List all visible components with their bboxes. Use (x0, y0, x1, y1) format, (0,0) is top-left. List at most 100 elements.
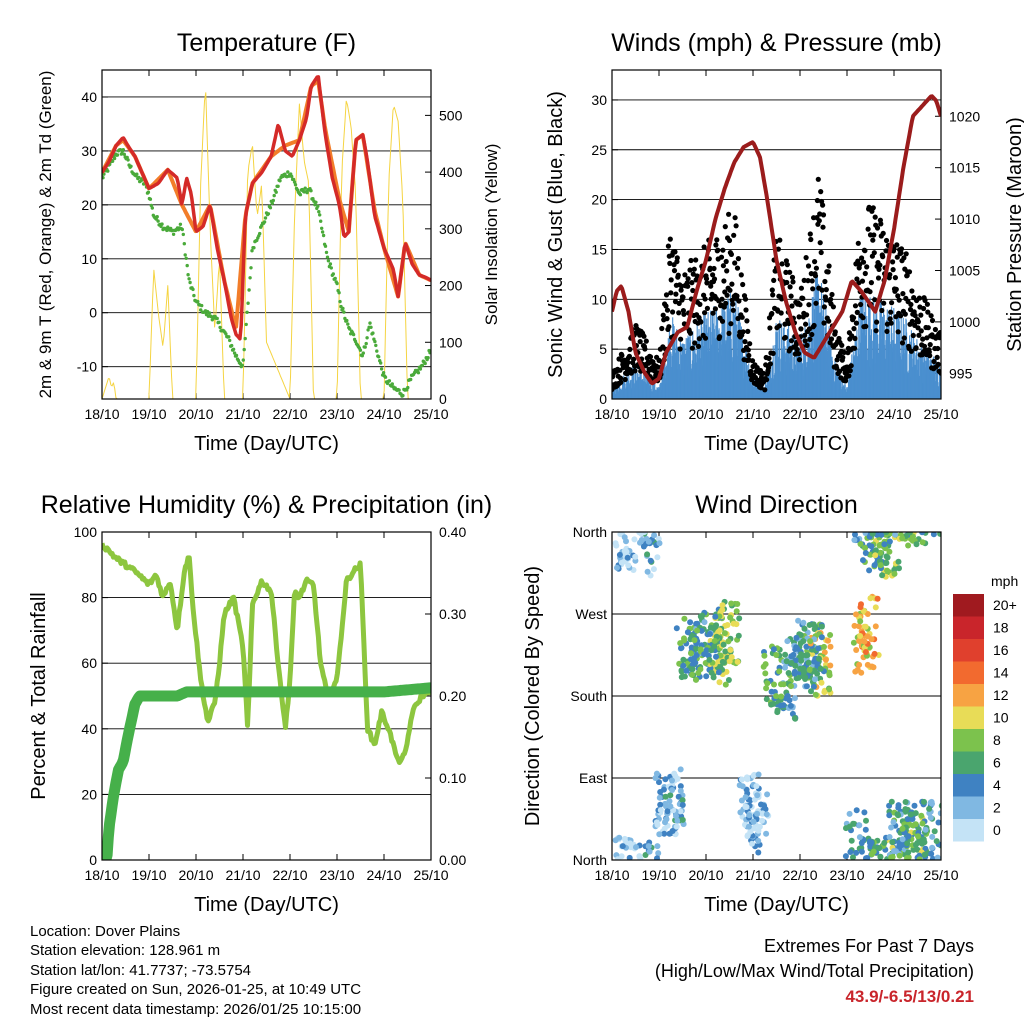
direction-point (795, 617, 802, 624)
plot-area (102, 542, 431, 860)
gust-point (808, 271, 814, 277)
gust-point (924, 301, 931, 307)
x-tick-label: 21/10 (225, 406, 260, 422)
dewpoint-point (243, 336, 247, 341)
wind-direction-panel: Wind DirectionNorthEastSouthWestNorth18/… (522, 491, 959, 916)
dewpoint-point (148, 197, 153, 201)
dewpoint-point (292, 180, 297, 184)
direction-point (913, 541, 920, 548)
y-tick-label: North (573, 524, 607, 540)
gust-point (862, 248, 868, 254)
direction-point (843, 825, 849, 832)
gust-point (668, 277, 674, 283)
gust-point (888, 309, 894, 315)
direction-point (869, 532, 876, 537)
direction-point (881, 839, 888, 846)
gust-point (875, 275, 882, 281)
dewpoint-point (217, 320, 221, 324)
y2-tick-label: 0.20 (439, 688, 466, 704)
gust-point (915, 319, 922, 325)
gust-point (870, 237, 876, 243)
direction-point (850, 854, 856, 860)
gust-point (691, 266, 697, 272)
direction-point (805, 659, 812, 666)
y2-tick-label: 0.00 (439, 852, 466, 868)
gust-point (702, 296, 708, 302)
gust-point (731, 232, 737, 238)
dewpoint-point (325, 255, 330, 259)
dewpoint-point (126, 158, 130, 162)
direction-point (899, 825, 906, 832)
y-tick-label: 15 (591, 241, 607, 257)
direction-point (895, 812, 902, 819)
gust-point (632, 368, 638, 374)
gust-point (775, 246, 782, 252)
dewpoint-point (183, 253, 187, 257)
direction-point (870, 848, 877, 855)
direction-point (857, 541, 864, 547)
direction-point (808, 688, 814, 695)
direction-point (656, 794, 663, 801)
gust-point (719, 296, 725, 302)
direction-point (877, 853, 884, 860)
direction-point (818, 623, 825, 630)
direction-point (912, 841, 919, 848)
direction-point (826, 672, 833, 679)
direction-point (851, 537, 858, 543)
gust-point (711, 265, 717, 272)
x-tick-label: 19/10 (131, 867, 166, 883)
colorbar-label: 0 (993, 822, 1001, 838)
direction-point (791, 715, 798, 722)
direction-point (906, 532, 913, 536)
dewpoint-point (166, 225, 170, 229)
dewpoint-point (326, 259, 331, 263)
dewpoint-point (320, 230, 325, 234)
gust-point (643, 338, 649, 344)
direction-point (891, 848, 897, 854)
direction-point (798, 657, 805, 664)
plot-frame (101, 531, 432, 861)
gust-point (729, 297, 735, 303)
direction-point (697, 666, 704, 673)
gust-point (909, 288, 915, 294)
gust-point (696, 336, 703, 342)
dewpoint-point (387, 379, 392, 383)
direction-point (645, 538, 652, 545)
direction-point (912, 810, 919, 817)
direction-point (638, 532, 645, 537)
direction-point (657, 789, 664, 795)
dewpoint-point (129, 164, 133, 168)
gust-point (829, 291, 835, 298)
dewpoint-point (106, 169, 110, 173)
dewpoint-point (188, 280, 192, 285)
colorbar-label: 14 (993, 665, 1009, 681)
colorbar-swatch (953, 751, 984, 774)
dewpoint-point (272, 193, 276, 198)
direction-point (738, 776, 745, 783)
direction-point (881, 541, 888, 548)
dewpoint-point (160, 222, 164, 226)
direction-point (656, 540, 663, 547)
dewpoint-point (276, 184, 280, 188)
gust-point (874, 225, 881, 231)
gust-point (814, 197, 821, 204)
gust-point (702, 335, 709, 341)
gust-point (659, 325, 665, 332)
gust-point (710, 310, 716, 316)
dewpoint-point (274, 190, 278, 194)
direction-point (728, 654, 735, 660)
gust-point (821, 320, 827, 326)
gust-point (736, 298, 742, 304)
gust-point (642, 346, 648, 352)
gust-point (938, 370, 941, 376)
x-tick-label: 25/10 (413, 406, 448, 422)
gust-point (894, 254, 900, 260)
gust-point (663, 292, 670, 298)
direction-point (858, 848, 865, 855)
gust-point (807, 231, 813, 237)
direction-point (929, 833, 936, 840)
gust-point (806, 302, 812, 308)
station-location: Location: Dover Plains (30, 923, 181, 940)
direction-point (666, 798, 673, 805)
x-tick-label: 25/10 (923, 867, 958, 883)
